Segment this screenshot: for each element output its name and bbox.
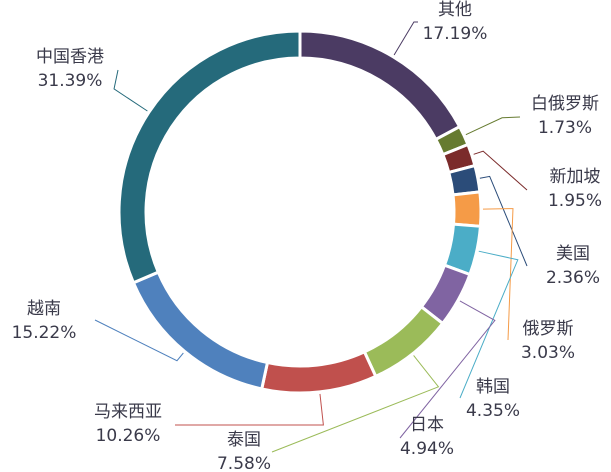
donut-segment xyxy=(447,163,482,197)
donut-segment xyxy=(131,270,270,391)
slice-label: 韩国 xyxy=(476,377,510,397)
slice-value-label: 1.95% xyxy=(548,191,602,211)
slice-value-label: 15.22% xyxy=(12,323,77,343)
slice-value-label: 31.39% xyxy=(38,71,103,91)
leader-line xyxy=(482,208,514,341)
donut-segment xyxy=(298,29,462,142)
leader-line xyxy=(271,355,440,453)
slice-label: 马来西亚 xyxy=(94,402,162,422)
slice-label: 美国 xyxy=(556,244,590,264)
leader-line xyxy=(465,116,521,136)
donut-segment xyxy=(451,190,483,228)
slice-label: 俄罗斯 xyxy=(523,319,574,339)
leader-line xyxy=(113,69,148,112)
slice-label: 日本 xyxy=(410,415,444,435)
slice-label: 中国香港 xyxy=(36,47,104,67)
slice-label: 其他 xyxy=(438,0,472,20)
slice-value-label: 1.73% xyxy=(538,118,592,138)
slice-value-label: 2.36% xyxy=(546,268,600,288)
leader-line xyxy=(473,150,528,191)
slice-value-label: 4.35% xyxy=(466,401,520,421)
slice-label: 新加坡 xyxy=(550,167,601,187)
leader-line xyxy=(175,393,324,426)
leader-line xyxy=(393,21,418,56)
leader-line xyxy=(94,319,184,362)
donut-segment xyxy=(259,349,378,395)
donut-segment xyxy=(362,304,445,379)
leader-line xyxy=(459,250,519,399)
slice-label: 泰国 xyxy=(227,430,261,450)
slice-value-label: 7.58% xyxy=(217,454,271,472)
slice-label: 越南 xyxy=(27,299,61,319)
leader-line xyxy=(399,300,496,439)
leader-line xyxy=(479,175,528,267)
slice-value-label: 17.19% xyxy=(423,24,488,44)
slice-value-label: 3.03% xyxy=(521,343,575,363)
donut-segment xyxy=(117,29,302,285)
slice-value-label: 4.94% xyxy=(400,439,454,459)
slice-label: 白俄罗斯 xyxy=(531,94,599,114)
slice-value-label: 10.26% xyxy=(96,426,161,446)
